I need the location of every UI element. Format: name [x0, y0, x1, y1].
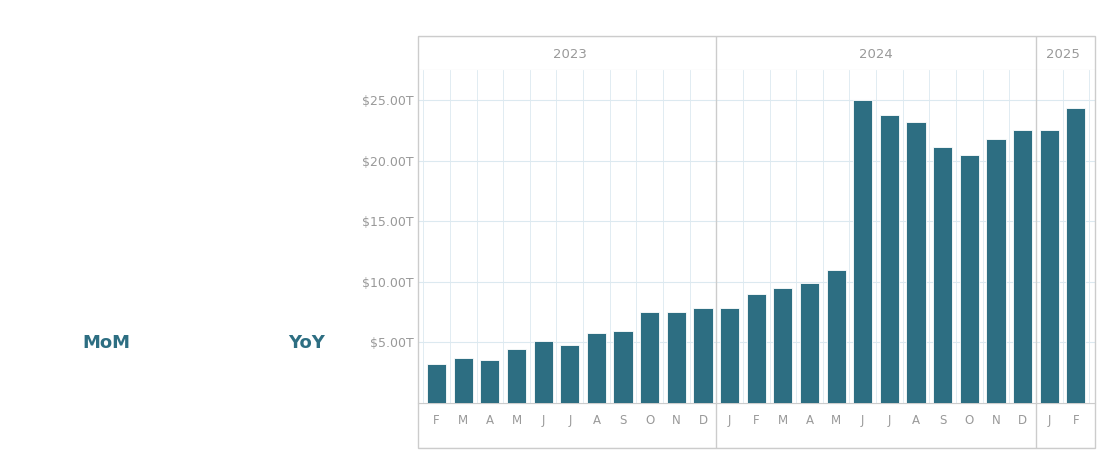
- Text: J: J: [541, 414, 544, 427]
- Text: D: D: [1018, 414, 1027, 427]
- Bar: [667, 312, 686, 403]
- Bar: [693, 308, 713, 403]
- Bar: [959, 154, 979, 403]
- Text: M: M: [778, 414, 788, 427]
- Text: J: J: [1047, 414, 1050, 427]
- Bar: [747, 294, 766, 403]
- Text: +168.75%: +168.75%: [216, 394, 398, 425]
- Bar: [1040, 130, 1059, 403]
- Text: A: A: [805, 414, 814, 427]
- Bar: [933, 147, 953, 403]
- Text: M: M: [512, 414, 521, 427]
- Text: N: N: [672, 414, 681, 427]
- Bar: [560, 345, 580, 403]
- Bar: [1013, 130, 1032, 403]
- Text: A: A: [593, 414, 601, 427]
- Bar: [453, 358, 473, 403]
- Text: 2024: 2024: [859, 48, 893, 61]
- Text: 2023: 2023: [553, 48, 586, 61]
- Text: O: O: [965, 414, 974, 427]
- Bar: [587, 333, 606, 403]
- Text: F: F: [752, 414, 760, 427]
- Text: S: S: [939, 414, 946, 427]
- Text: A: A: [486, 414, 494, 427]
- Text: D: D: [698, 414, 707, 427]
- Bar: [880, 115, 899, 403]
- Text: F: F: [433, 414, 440, 427]
- Text: J: J: [861, 414, 865, 427]
- Bar: [481, 360, 499, 403]
- Text: O: O: [645, 414, 654, 427]
- Bar: [640, 312, 659, 403]
- Bar: [720, 308, 739, 403]
- Text: $24.34T: $24.34T: [62, 128, 351, 189]
- Text: YoY: YoY: [288, 334, 326, 352]
- Text: S: S: [619, 414, 627, 427]
- Text: 2025: 2025: [1046, 48, 1079, 61]
- Bar: [826, 270, 846, 403]
- Text: MoM: MoM: [81, 334, 130, 352]
- Text: J: J: [728, 414, 732, 427]
- Text: J: J: [568, 414, 572, 427]
- Text: +6.48%: +6.48%: [37, 394, 175, 425]
- Bar: [427, 364, 447, 403]
- Bar: [1066, 108, 1086, 403]
- Bar: [800, 283, 820, 403]
- Text: M: M: [832, 414, 842, 427]
- Text: F: F: [1072, 414, 1079, 427]
- Text: M: M: [459, 414, 469, 427]
- Bar: [906, 122, 925, 403]
- Bar: [987, 139, 1005, 403]
- Bar: [773, 288, 792, 403]
- Bar: [507, 350, 526, 403]
- Bar: [534, 341, 553, 403]
- Text: A: A: [912, 414, 920, 427]
- Text: N: N: [991, 414, 1000, 427]
- Bar: [854, 100, 872, 403]
- Text: J: J: [888, 414, 891, 427]
- Bar: [614, 331, 632, 403]
